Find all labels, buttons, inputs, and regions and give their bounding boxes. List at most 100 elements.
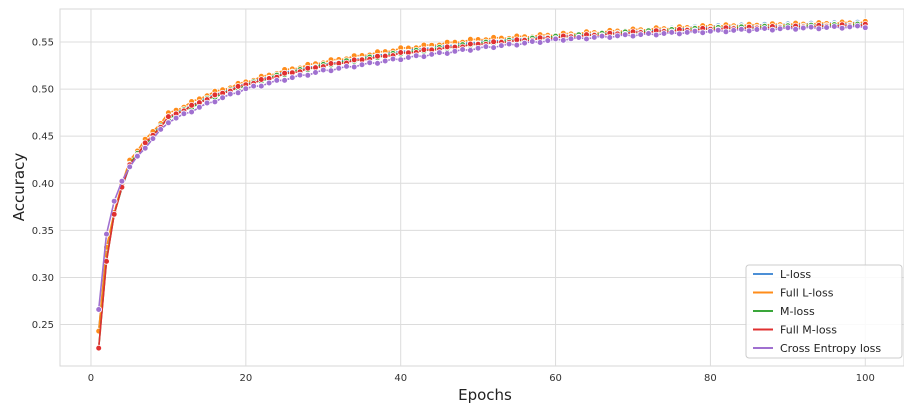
data-point [304, 72, 312, 79]
data-point [257, 82, 265, 90]
data-point [730, 27, 737, 34]
data-point [296, 71, 304, 79]
x-tick-label: 100 [856, 373, 875, 384]
data-point [420, 46, 428, 53]
legend-entry: L-loss [780, 268, 811, 281]
data-point [165, 113, 172, 120]
data-point [815, 25, 823, 33]
y-tick-label: 0.25 [32, 320, 54, 331]
y-axis-ticks: 0.25 0.30 0.35 0.40 0.45 0.50 0.55 [32, 37, 54, 331]
data-point [110, 197, 118, 205]
series-line [97, 23, 866, 349]
data-point [319, 66, 327, 74]
data-point [776, 25, 784, 33]
data-point [838, 24, 846, 32]
data-point [157, 126, 165, 133]
legend-entry: Cross Entropy loss [780, 342, 881, 355]
data-point [769, 26, 776, 34]
legend-box [745, 264, 903, 359]
data-point [203, 99, 211, 107]
x-tick-label: 40 [394, 373, 407, 384]
data-point [753, 26, 761, 33]
data-point [614, 32, 621, 40]
x-tick-label: 60 [549, 373, 562, 384]
data-point [846, 23, 854, 31]
data-point [807, 23, 815, 31]
data-point [683, 29, 691, 36]
legend-entry: Full M-loss [780, 324, 837, 337]
data-point [335, 65, 343, 72]
data-point [118, 177, 126, 185]
series-layer [95, 18, 869, 352]
data-point [273, 77, 281, 84]
data-point [451, 47, 459, 55]
data-point [211, 98, 219, 106]
data-point [482, 43, 490, 50]
data-point [745, 27, 753, 35]
data-point [660, 30, 668, 37]
data-point [196, 104, 203, 111]
data-point [521, 39, 528, 47]
series-cross-entropy-loss [95, 22, 869, 313]
data-point [288, 74, 296, 81]
data-point [343, 63, 350, 70]
legend-entry: M-loss [780, 305, 815, 318]
data-point [227, 90, 234, 98]
data-point [103, 230, 110, 238]
data-point [149, 135, 157, 142]
data-point [242, 85, 250, 92]
data-point [575, 34, 583, 41]
data-point [265, 79, 273, 87]
data-point [95, 306, 102, 313]
data-point [312, 69, 319, 76]
data-point [389, 55, 397, 63]
data-point [490, 44, 497, 51]
y-tick-label: 0.35 [32, 226, 54, 237]
data-point [405, 54, 412, 61]
data-point [513, 41, 521, 49]
data-point [691, 27, 699, 35]
data-point [544, 37, 552, 44]
data-point [327, 60, 335, 67]
data-point [645, 30, 652, 37]
data-point [490, 38, 497, 46]
data-point [676, 30, 683, 38]
data-point [652, 31, 660, 39]
grid-lines [60, 9, 904, 366]
data-point [180, 110, 188, 117]
series-line [97, 25, 866, 310]
data-point [861, 24, 869, 32]
data-point [327, 67, 335, 74]
data-point [211, 91, 219, 99]
data-point [498, 42, 505, 49]
data-point [799, 24, 807, 32]
data-point [443, 43, 451, 51]
data-point [598, 32, 606, 40]
y-tick-label: 0.50 [32, 85, 54, 96]
data-point [281, 69, 288, 77]
data-point [219, 94, 226, 101]
data-point [281, 77, 288, 84]
data-point [234, 89, 242, 97]
data-point [559, 37, 567, 44]
y-tick-label: 0.40 [32, 179, 54, 190]
data-point [366, 59, 374, 66]
y-axis-label: Accuracy [10, 153, 28, 222]
data-point [250, 82, 257, 90]
data-point [536, 39, 544, 46]
data-point [397, 56, 405, 63]
data-point [528, 38, 536, 45]
x-tick-label: 80 [704, 373, 717, 384]
data-point [374, 60, 381, 67]
data-point [854, 22, 861, 30]
series-line [97, 20, 866, 332]
data-point [505, 40, 513, 48]
data-point [459, 46, 466, 53]
data-point [428, 51, 436, 58]
data-point [830, 23, 838, 30]
data-point [374, 52, 381, 60]
y-tick-label: 0.55 [32, 37, 54, 48]
data-point [381, 57, 389, 65]
data-point [350, 63, 358, 71]
